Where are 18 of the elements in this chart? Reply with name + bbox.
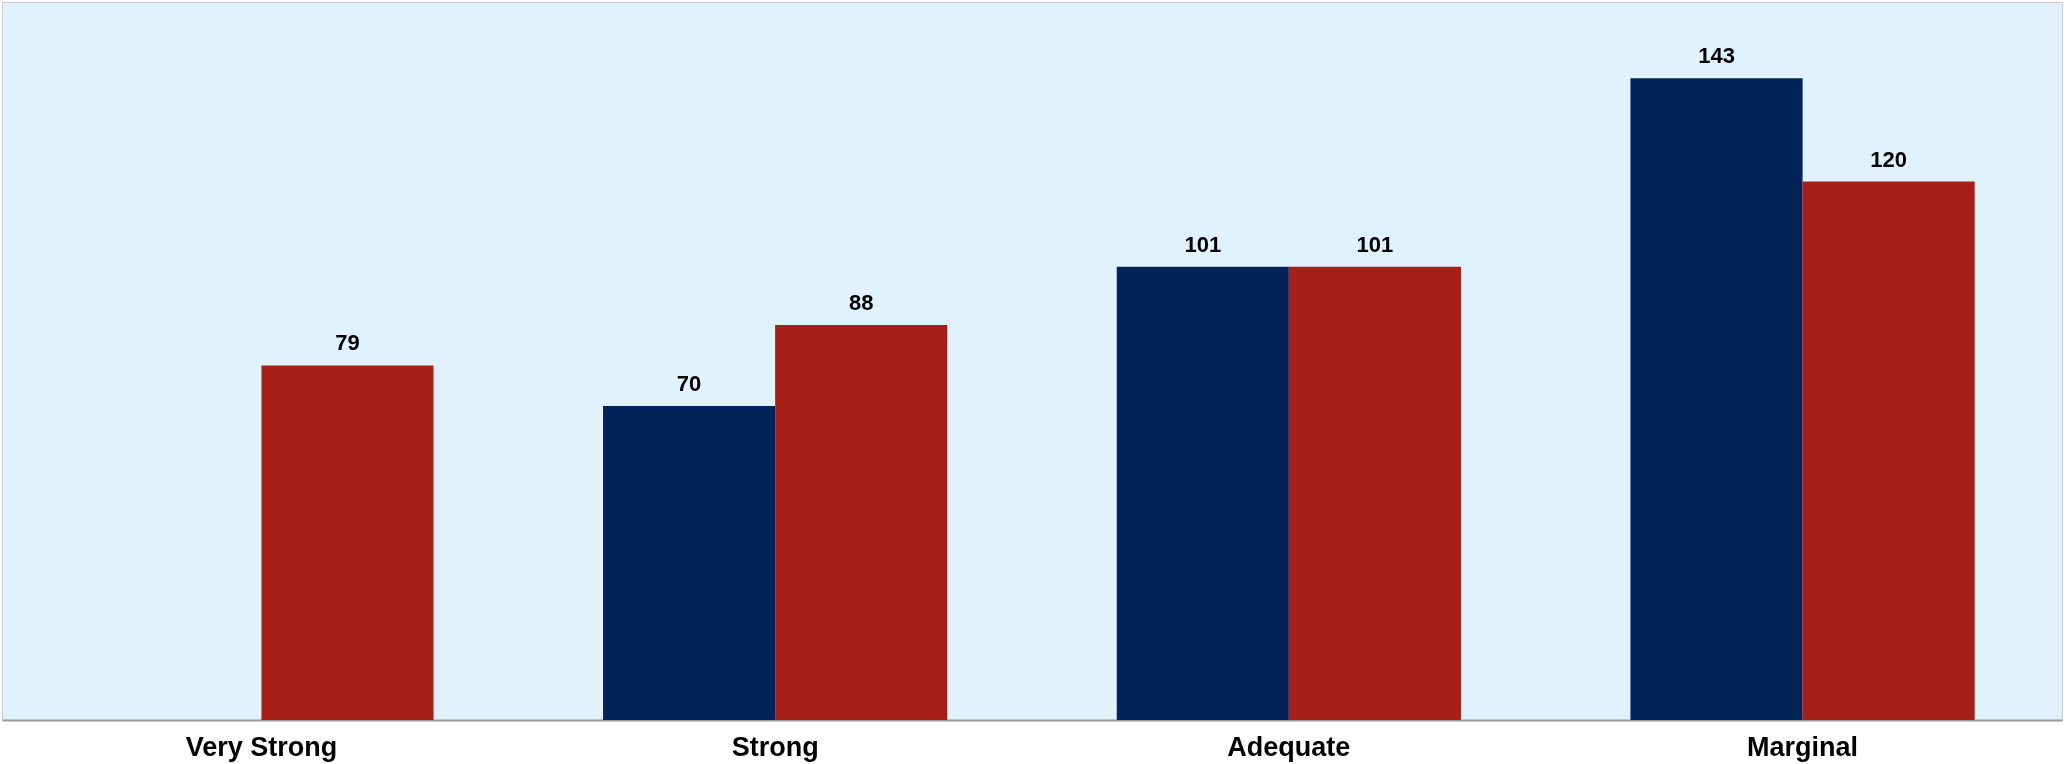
bar [1288,266,1461,720]
data-label: 88 [848,290,874,316]
x-tick-label: Adequate [1227,731,1351,762]
data-label: 70 [676,370,702,396]
bar [261,365,434,720]
data-label: 101 [1356,231,1394,257]
data-label: 120 [1870,146,1907,172]
data-label: 143 [1698,43,1735,69]
bar [603,405,776,720]
x-tick-label: Marginal [1747,731,1859,762]
x-tick-label: Very Strong [185,731,338,762]
x-tick-label: Strong [731,731,819,762]
data-label: 101 [1184,231,1222,257]
bar [775,325,948,720]
data-label: 79 [335,330,360,356]
bar [1630,78,1803,720]
bar [1116,266,1289,720]
bar [1802,181,1975,720]
